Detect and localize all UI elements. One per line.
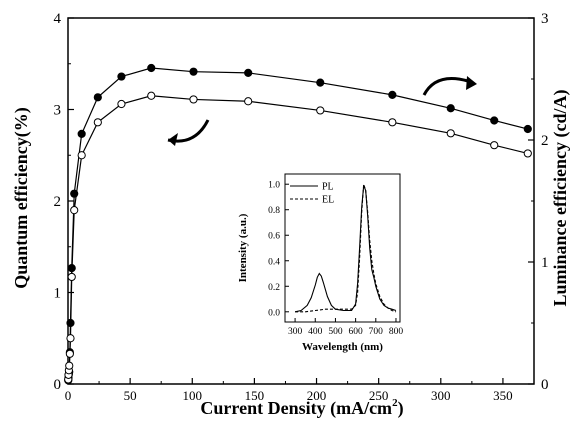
curved-arrow-right-head [466, 76, 477, 90]
inset-legend-label: PL [322, 182, 334, 193]
quantum-point [65, 361, 74, 370]
x-tick-label: 350 [493, 388, 513, 403]
luminance-point [93, 93, 102, 102]
luminance-point [446, 104, 455, 113]
inset-series-pl [294, 185, 397, 313]
inset-y-tick-label: 0.6 [268, 232, 280, 242]
inset-x-tick-label: 300 [288, 327, 303, 337]
quantum-point [316, 106, 325, 115]
y-axis-left-label: Quantum efficiency(%) [11, 107, 32, 288]
inset-x-tick-label: 700 [369, 327, 384, 337]
x-tick-label: 250 [369, 388, 389, 403]
inset-y-tick-label: 0.8 [268, 206, 280, 216]
luminance-point [244, 68, 253, 78]
y-right-tick-label: 3 [541, 11, 549, 27]
main-ticks: 0 50 100 150 200 250 300 350 0 1 2 3 4 0 1 2 3 [54, 11, 549, 403]
inset-x-tick-label: 600 [348, 327, 363, 337]
inset-y-tick-label: 1.0 [268, 181, 280, 191]
x-tick-label: 150 [245, 388, 265, 403]
inset-spectrum: 300 400 500 600 700 800 0.0 0.2 0.4 0.6 0.8 1.0 PL EL… [222, 160, 420, 355]
y-right-tick-label: 1 [541, 255, 549, 271]
quantum-point [117, 99, 126, 109]
quantum-point [244, 97, 253, 106]
inset-background [222, 160, 420, 355]
y-right-tick-label: 0 [541, 377, 549, 393]
x-tick-label: 100 [183, 388, 203, 403]
inset-legend-label: EL [322, 195, 334, 206]
inset-y-tick-label: 0.4 [268, 257, 280, 267]
x-axis-label: Current Density (mA/cm2) [200, 397, 403, 419]
quantum-point [67, 272, 76, 282]
y-right-tick-label: 2 [541, 133, 549, 149]
quantum-point [189, 95, 198, 104]
y-axis-right-label: Luminance efficiency (cd/A) [550, 90, 571, 307]
x-tick-label: 0 [65, 388, 72, 403]
luminance-point [316, 78, 325, 87]
quantum-point [70, 206, 79, 215]
luminance-point [189, 67, 198, 76]
main-series [64, 63, 532, 385]
x-tick-label: 300 [431, 388, 451, 403]
inset-x-tick-label: 800 [389, 327, 404, 337]
y-left-tick-label: 1 [54, 286, 62, 302]
inset-x-axis-label: Wavelength (nm) [302, 341, 383, 353]
luminance-point [490, 116, 499, 125]
quantum-point [66, 334, 75, 343]
quantum-point [147, 91, 156, 100]
quantum-point [93, 118, 102, 127]
inset-x-tick-label: 500 [328, 327, 343, 337]
inset-y-tick-label: 0.0 [268, 308, 280, 318]
quantum-point [65, 349, 74, 358]
quantum-point [77, 151, 86, 160]
inset-frame [284, 173, 401, 323]
inset-x-tick-label: 400 [308, 327, 323, 337]
inset-series-el [295, 184, 397, 313]
x-tick-label: 200 [307, 388, 327, 403]
luminance-point [117, 72, 126, 81]
quantum-point [388, 118, 397, 127]
y-left-tick-label: 4 [54, 11, 62, 27]
inset-y-axis-label: Intensity (a.u.) [237, 213, 249, 282]
inset-y-tick-label: 0.2 [268, 283, 280, 293]
luminance-point [523, 124, 532, 134]
luminance-point [147, 63, 156, 73]
quantum-point [490, 141, 499, 150]
y-left-tick-label: 0 [54, 377, 62, 393]
luminance-point [388, 90, 397, 99]
luminance-point [77, 129, 86, 138]
y-left-tick-label: 2 [54, 194, 62, 210]
quantum-point [446, 129, 455, 138]
curved-arrow-left-head [168, 133, 178, 146]
quantum-point [523, 149, 532, 158]
curved-arrow-right [422, 77, 469, 96]
y-left-tick-label: 3 [54, 103, 62, 119]
x-tick-label: 50 [124, 388, 137, 403]
